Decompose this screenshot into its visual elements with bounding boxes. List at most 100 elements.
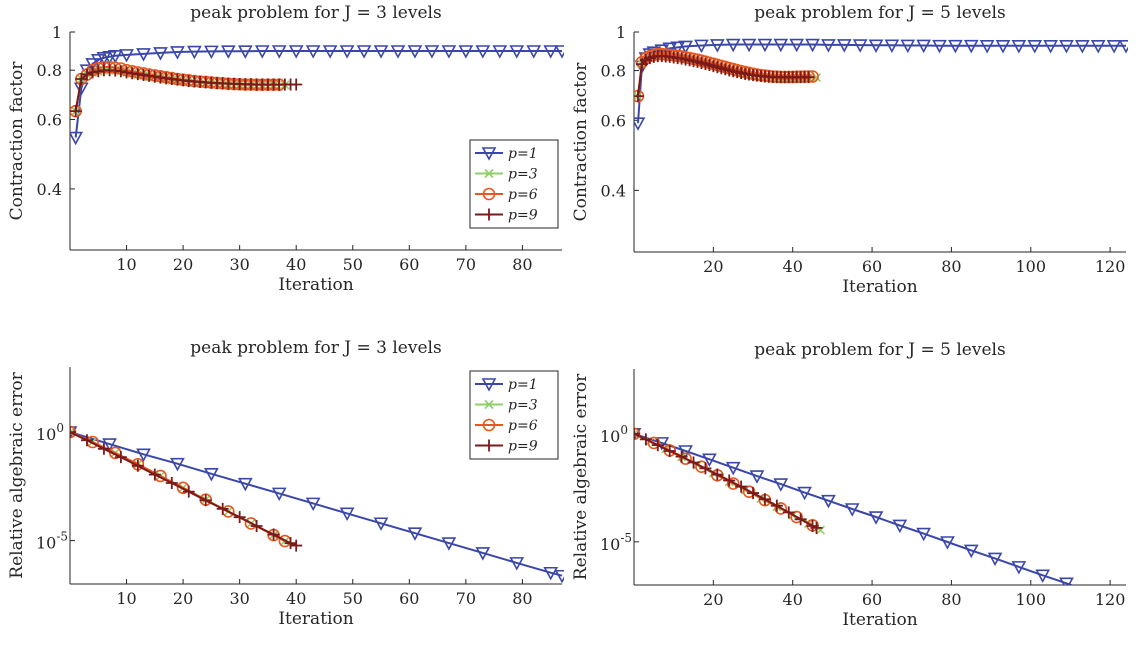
data-point-p1 (670, 41, 685, 56)
data-point-p1 (821, 494, 836, 509)
chart-panel-top-left: 10 20 30 40 50 60 70 80 0.4 0.6 0.8 1 peak problem f… (7, 3, 564, 295)
data-point-p9 (182, 485, 195, 498)
data-point-p1 (170, 457, 185, 472)
data-point-p1 (305, 45, 321, 59)
data-point-p1 (339, 507, 355, 522)
legend-box (469, 370, 559, 460)
x-axis-label: Iteration (278, 275, 353, 295)
x-axis-label: Iteration (278, 609, 353, 629)
x-tick-label: 60 (399, 255, 419, 274)
data-point-p1 (948, 39, 963, 54)
data-point-p6 (726, 477, 740, 490)
data-point-p9 (770, 499, 783, 512)
y-tick-label: 10-5 (600, 531, 632, 554)
legend-marker (481, 147, 497, 161)
data-point-p1 (709, 39, 725, 53)
legend-label: p=9 (508, 439, 538, 455)
data-point-p1 (868, 39, 884, 53)
data-point-p1 (1106, 40, 1122, 54)
y-tick-label: 100 (36, 421, 64, 444)
data-point-p1 (373, 517, 389, 531)
x-tick-label: 70 (456, 589, 476, 608)
series-line-p1 (634, 432, 1075, 585)
data-point-p1 (70, 131, 84, 146)
data-point-p1 (773, 38, 789, 53)
data-point-p1 (1075, 40, 1090, 54)
data-point-p9 (663, 444, 676, 457)
x-tick-label: 20 (173, 589, 193, 608)
data-point-p9 (80, 68, 93, 81)
data-point-p9 (651, 439, 664, 452)
x-tick-label: 100 (1016, 590, 1047, 609)
data-point-p1 (916, 527, 931, 542)
legend-label: p=1 (508, 377, 538, 393)
y-axis-label: Relative algebraic error (571, 373, 591, 580)
data-point-p9 (233, 511, 246, 524)
data-point-p1 (805, 38, 820, 53)
legend-marker (483, 439, 495, 452)
data-point-p6 (695, 460, 708, 473)
y-tick-label: 0.6 (601, 111, 626, 130)
data-point-p9 (267, 528, 280, 541)
data-point-p1 (725, 461, 741, 476)
data-point-p1 (932, 39, 947, 54)
data-point-p9 (758, 493, 771, 506)
legend-marker (482, 187, 496, 201)
data-point-p1 (554, 45, 564, 59)
data-point-p1 (749, 470, 765, 484)
chart-panel-top-right: 20 40 60 80 100 120 0.4 0.6 0.8 1 peak problem for… (571, 3, 1128, 297)
data-point-p1 (237, 477, 253, 492)
data-point-p9 (711, 468, 724, 481)
data-point-p1 (940, 536, 955, 550)
data-point-p1 (475, 547, 491, 561)
data-point-p1 (844, 503, 860, 517)
data-point-p1 (288, 45, 304, 59)
data-point-p1 (458, 45, 474, 59)
x-tick-label: 10 (116, 255, 136, 274)
data-point-p9 (70, 426, 76, 439)
data-point-p1 (153, 47, 168, 61)
data-point-p1 (107, 50, 123, 64)
data-point-p1 (694, 39, 709, 54)
data-point-p1 (1027, 40, 1043, 54)
data-point-p9 (634, 90, 644, 103)
x-tick-label: 50 (343, 255, 363, 274)
data-point-p1 (741, 38, 757, 53)
series-group (634, 38, 1128, 131)
legend: p=1 p=3 p=6 p=9 (469, 370, 559, 460)
data-point-p1 (339, 45, 355, 59)
data-point-p1 (424, 45, 440, 59)
data-point-p1 (634, 117, 646, 131)
x-tick-label: 40 (783, 590, 803, 609)
data-point-p1 (237, 45, 253, 59)
y-tick-label: 0.4 (37, 180, 62, 199)
data-point-p6 (790, 510, 803, 524)
x-tick-label: 80 (941, 257, 961, 276)
data-point-p9 (148, 468, 161, 481)
data-point-p1 (868, 511, 884, 525)
x-tick-label: 80 (512, 589, 532, 608)
data-point-p1 (1059, 577, 1074, 585)
data-point-p6 (742, 485, 756, 498)
x-tick-label: 80 (512, 255, 532, 274)
y-axis-label: Relative algebraic error (7, 371, 27, 578)
series-line-p1 (70, 431, 563, 577)
data-point-p6 (647, 436, 661, 450)
data-point-p1 (852, 39, 868, 53)
data-point-p1 (305, 497, 321, 512)
data-point-p1 (1043, 40, 1058, 54)
data-point-p1 (136, 448, 151, 462)
data-point-p1 (543, 45, 559, 59)
data-point-p1 (1035, 569, 1051, 584)
data-point-p1 (979, 40, 995, 54)
data-point-p1 (204, 45, 219, 60)
legend-marker (482, 418, 496, 432)
data-point-p1 (390, 45, 406, 59)
data-point-p1 (492, 45, 508, 59)
series-group (70, 425, 564, 584)
data-point-p1 (373, 45, 389, 59)
data-point-p9 (86, 66, 99, 79)
data-point-p1 (271, 487, 287, 502)
chart-title: peak problem for J = 5 levels (754, 340, 1005, 360)
data-point-p1 (963, 544, 979, 559)
